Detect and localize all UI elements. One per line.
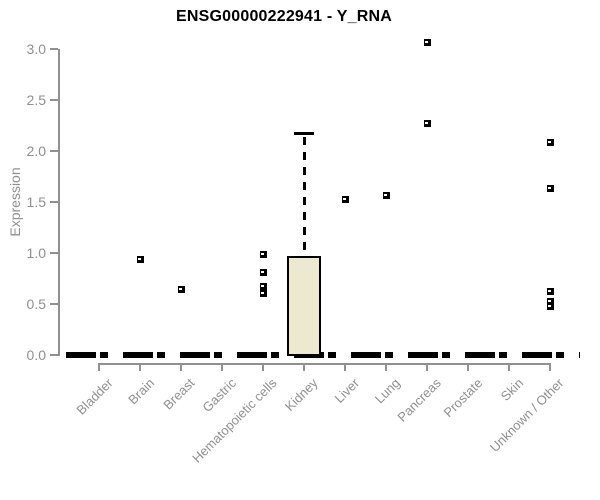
x-tick-label: Bladder [73,375,116,418]
y-tick-label: 2.0 [26,143,46,159]
x-axis-tick [139,363,141,371]
y-tick-label: 1.0 [26,245,46,261]
x-tick-label: Liver [331,375,362,406]
x-axis-tick [262,363,264,371]
whisker-line[interactable] [302,136,306,257]
y-axis-tick [50,48,58,50]
outlier-point[interactable] [177,286,185,294]
x-tick-label: Kidney [282,375,321,415]
y-tick-label: 0.0 [26,347,46,363]
x-axis-tick [508,363,510,371]
outlier-point[interactable] [341,196,349,204]
x-tick-label: Lung [371,375,403,407]
outlier-point[interactable] [259,290,267,298]
x-axis-tick [98,363,100,371]
x-tick-label: Prostate [440,375,485,421]
boxplot-box[interactable] [287,256,321,356]
zero-expression-line [62,352,580,358]
outlier-point[interactable] [546,298,554,306]
outlier-point[interactable] [382,192,390,200]
outlier-point[interactable] [259,268,267,276]
outlier-point[interactable] [259,250,267,258]
y-axis-tick [50,150,58,152]
outlier-point[interactable] [546,185,554,193]
x-axis-tick [549,363,551,371]
outlier-point[interactable] [423,39,431,47]
x-tick-label: Unknown / Other [487,375,567,455]
y-tick-label: 0.5 [26,296,46,312]
y-axis-tick [50,354,58,356]
x-axis-line [99,363,551,365]
x-axis-tick [385,363,387,371]
x-tick-label: Gastric [199,375,239,416]
outlier-point[interactable] [546,288,554,296]
y-axis-tick [50,252,58,254]
y-axis-line [58,49,60,356]
x-tick-label: Breast [160,375,198,413]
x-axis-tick [344,363,346,371]
y-tick-label: 2.5 [26,92,46,108]
outlier-point[interactable] [546,139,554,147]
x-axis-tick [180,363,182,371]
outlier-point[interactable] [546,302,554,310]
x-axis-tick [303,363,305,371]
outlier-point[interactable] [259,283,267,291]
chart-title: ENSG00000222941 - Y_RNA [176,8,392,25]
x-tick-label: Skin [497,375,526,404]
outlier-point[interactable] [423,119,431,127]
y-tick-label: 1.5 [26,194,46,210]
x-tick-label: Pancreas [394,375,444,425]
x-axis-tick [221,363,223,371]
outlier-point[interactable] [136,255,144,263]
y-axis-tick [50,303,58,305]
y-tick-label: 3.0 [26,41,46,57]
x-axis-tick [467,363,469,371]
y-axis-tick [50,201,58,203]
x-tick-label: Brain [124,375,157,408]
x-axis-tick [426,363,428,371]
y-axis-tick [50,99,58,101]
whisker-cap[interactable] [294,132,314,136]
